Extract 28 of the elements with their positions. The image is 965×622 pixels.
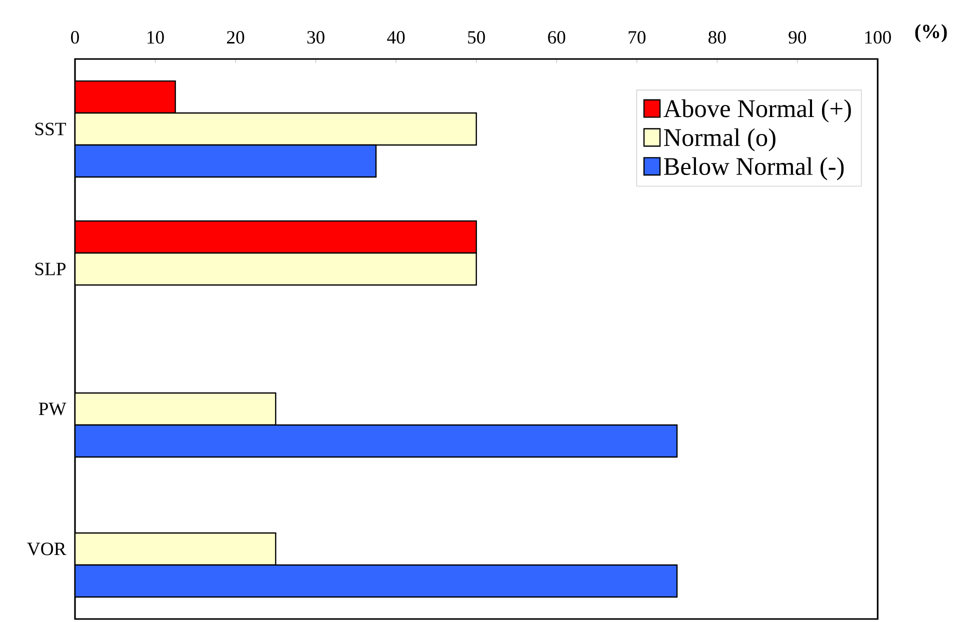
x-tick-label: 70 — [628, 31, 646, 44]
bar — [75, 532, 276, 566]
x-axis-title: (%) — [915, 24, 947, 42]
x-tick-label: 20 — [227, 31, 244, 44]
bar — [75, 252, 477, 286]
x-tick-label: 90 — [788, 31, 806, 44]
x-tick-label: 50 — [468, 31, 485, 44]
y-tick-label: PW — [38, 402, 66, 416]
bar — [75, 80, 176, 114]
legend-label: Below Normal (-) — [664, 157, 844, 180]
y-tick-label: SST — [35, 122, 66, 136]
bar — [75, 392, 276, 426]
x-tick-label: 60 — [548, 31, 566, 44]
bar — [75, 220, 477, 254]
y-tick-label: SLP — [35, 262, 66, 276]
x-tick-label: 30 — [307, 31, 324, 44]
bar — [75, 564, 678, 598]
x-tick-label: 80 — [708, 31, 726, 44]
legend-label: Normal (o) — [664, 128, 776, 152]
x-tick-label: 40 — [387, 31, 405, 44]
bar — [75, 424, 678, 458]
legend-label: Above Normal (+) — [664, 99, 851, 122]
x-tick-label: 0 — [71, 31, 79, 44]
bar — [75, 144, 377, 178]
y-tick-label: VOR — [27, 542, 66, 556]
x-tick-label: 10 — [148, 31, 164, 44]
x-tick-label: 100 — [865, 31, 891, 44]
bar — [75, 112, 477, 146]
